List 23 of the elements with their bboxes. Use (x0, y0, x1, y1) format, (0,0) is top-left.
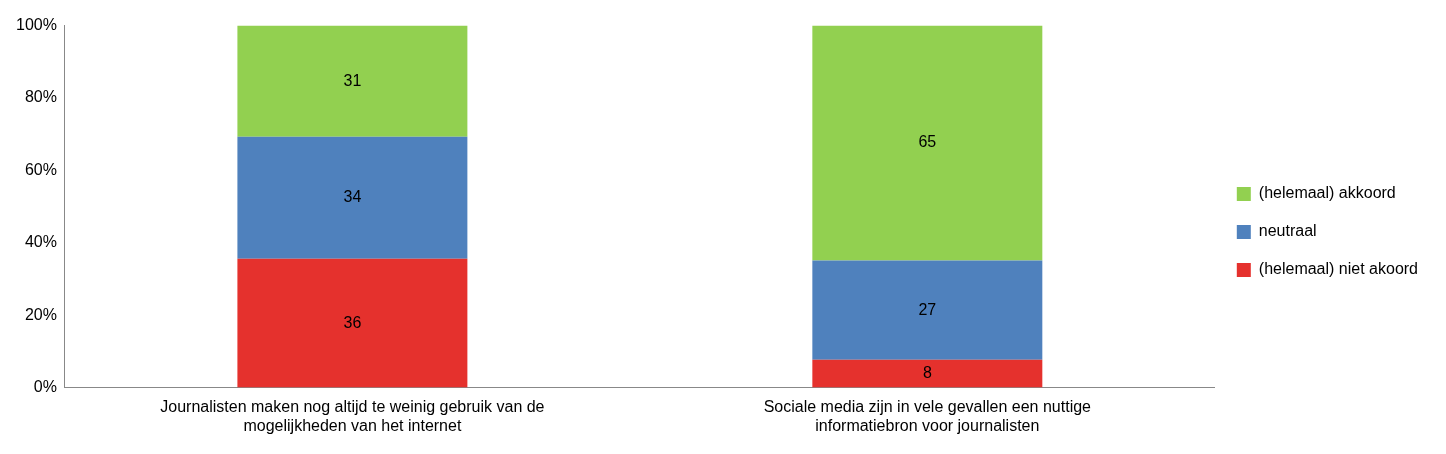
bar (812, 260, 1043, 360)
data-label: 8 (922, 364, 932, 382)
x-tick-label: Journalisten maken nog altijd te weinig gebruik van de mogelijkheden van het internet (160, 397, 545, 434)
legend-label: neutraal (1258, 222, 1317, 240)
bar (812, 359, 1043, 388)
data-label: 65 (918, 133, 937, 151)
y-tick-label: 80% (24, 88, 57, 106)
data-label: 27 (918, 300, 937, 318)
bar (237, 136, 468, 259)
bar (237, 25, 468, 137)
x-tick-label: Sociale media zijn in vele gevallen een nuttige informatiebron voor journalisten (763, 397, 1092, 434)
legend-label: (helemaal) niet akoord (1258, 260, 1419, 278)
bar (812, 25, 1043, 261)
data-label: 34 (343, 188, 362, 206)
data-label: 36 (343, 313, 362, 331)
y-tick-label: 60% (24, 160, 57, 178)
y-tick-label: 40% (24, 233, 57, 251)
y-tick-label: 0% (33, 378, 57, 396)
bar (237, 258, 468, 388)
legend-label: (helemaal) akkoord (1258, 184, 1396, 202)
y-tick-label: 100% (16, 16, 57, 34)
data-label: 31 (343, 71, 362, 89)
y-tick-label: 20% (24, 305, 57, 323)
